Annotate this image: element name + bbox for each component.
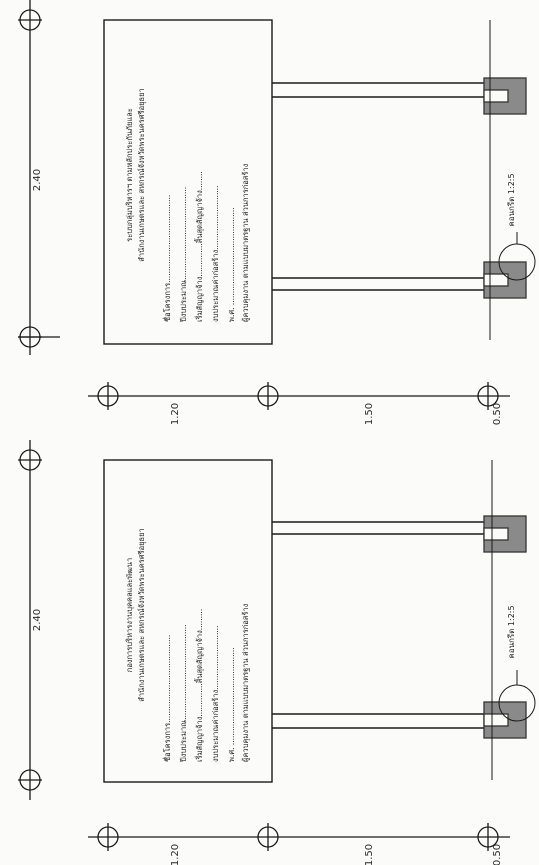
upper-board-line: ระบบกลุ่มบริหารฯ ตามหลักประกันภัยและ (125, 108, 134, 242)
lower-board-line: ปีงบประมาณ..............................… (179, 625, 188, 763)
upper-board-line: เริ่มสัญญาจ้าง..............สิ้นสุดสัญญา… (194, 171, 204, 322)
upper-posts (272, 82, 490, 291)
upper-board-line: ผู้ควบคุมงาน ตามแบบมาตรฐาน ส่วนการก่อสร้… (241, 163, 250, 322)
lower-height-label-1: 1.20 (170, 844, 181, 865)
upper-footing-label: คอนกรีต 1:2:5 (507, 173, 516, 226)
upper-footing-callout (498, 232, 536, 281)
lower-board-line: เริ่มสัญญาจ้าง..............สิ้นสุดสัญญา… (194, 609, 204, 762)
upper-signboard (103, 19, 273, 345)
lower-width-label: 2.40 (32, 609, 43, 631)
lower-board-line: สำนักงานเกษตรและ สหกรณ์จังหวัดพระนครศรีอ… (137, 528, 146, 701)
lower-board-line: ชื่อโครงการ.............................… (162, 635, 172, 762)
upper-height-dimension (88, 382, 510, 410)
lower-board-line: กองการบริหารงานบุคคลและพัฒนา (125, 558, 134, 672)
upper-board-line: ชื่อโครงการ.............................… (162, 195, 172, 322)
lower-height-dimension (88, 823, 510, 851)
upper-height-label-1: 1.20 (170, 403, 181, 425)
lower-board-line: งบประมาณค่าก่อสร้าง.....................… (211, 626, 220, 762)
lower-footing-label: คอนกรีต 1:2:5 (507, 605, 516, 658)
upper-width-dimension (18, 0, 60, 355)
lower-board-line: พ.ศ. ...................................… (227, 647, 236, 762)
upper-board-line: สำนักงานเกษตรและ สหกรณ์จังหวัดพระนครศรีอ… (137, 88, 146, 261)
upper-height-label-2: 1.50 (364, 403, 375, 425)
upper-board-text: ระบบกลุ่มบริหารฯ ตามหลักประกันภัยและ สำน… (125, 88, 250, 323)
upper-board-line: ปีงบประมาณ..............................… (179, 187, 188, 323)
upper-board-line: งบประมาณค่าก่อสร้าง.....................… (211, 186, 220, 322)
lower-posts (272, 521, 492, 729)
lower-board-line: ผู้ควบคุมงาน ตามแบบมาตรฐาน ส่วนการก่อสร้… (241, 603, 250, 762)
upper-width-label: 2.40 (32, 169, 43, 191)
lower-height-label-2: 1.50 (364, 844, 375, 865)
upper-height-label-3: 0.50 (492, 403, 503, 425)
lower-sign-drawing (18, 440, 536, 851)
lower-signboard (103, 459, 273, 783)
lower-width-dimension (18, 440, 42, 800)
lower-board-text: กองการบริหารงานบุคคลและพัฒนา สำนักงานเกษ… (125, 528, 250, 763)
lower-height-label-3: 0.50 (492, 844, 503, 865)
lower-footing-callout (498, 670, 536, 722)
upper-board-line: พ.ศ. ...................................… (227, 207, 236, 322)
upper-sign-drawing (18, 0, 536, 410)
lower-footings (483, 515, 527, 739)
